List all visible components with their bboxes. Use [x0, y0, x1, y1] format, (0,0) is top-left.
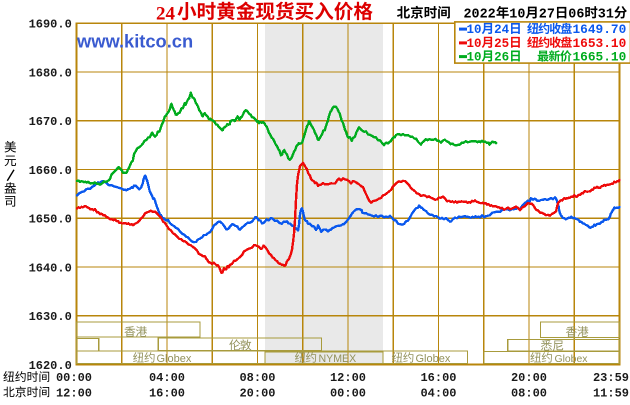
svg-text:04:00: 04:00	[149, 371, 185, 385]
svg-text:1653.10: 1653.10	[573, 36, 627, 51]
svg-text:1680.0: 1680.0	[29, 66, 72, 80]
svg-text:20:00: 20:00	[239, 386, 275, 400]
svg-text:1640.0: 1640.0	[29, 261, 72, 275]
svg-text:12:00: 12:00	[330, 371, 366, 385]
svg-text:1670.0: 1670.0	[29, 115, 72, 129]
svg-text:Globex: Globex	[416, 353, 451, 365]
svg-text:04:00: 04:00	[420, 386, 456, 400]
svg-text:10: 10	[467, 23, 482, 37]
svg-text:27: 27	[539, 7, 555, 22]
svg-text:23:59: 23:59	[593, 371, 629, 385]
svg-text:20:00: 20:00	[511, 371, 547, 385]
svg-text:25: 25	[494, 37, 509, 51]
svg-text:1660.0: 1660.0	[29, 164, 72, 178]
svg-text:1650.0: 1650.0	[29, 213, 72, 227]
svg-text:12:00: 12:00	[56, 386, 92, 400]
svg-text:11:59: 11:59	[593, 386, 629, 400]
svg-text:00:00: 00:00	[330, 386, 366, 400]
svg-text:2022: 2022	[464, 7, 496, 22]
svg-text:16:00: 16:00	[149, 386, 185, 400]
svg-text:1665.10: 1665.10	[573, 50, 627, 65]
svg-text:24: 24	[494, 23, 510, 37]
svg-text:1690.0: 1690.0	[29, 18, 72, 32]
svg-text:16:00: 16:00	[420, 371, 456, 385]
svg-text:1630.0: 1630.0	[29, 310, 72, 324]
svg-text:08:00: 08:00	[511, 386, 547, 400]
svg-text:26: 26	[494, 51, 509, 65]
svg-text:1620.0: 1620.0	[29, 359, 72, 373]
svg-text:Globex: Globex	[555, 354, 589, 365]
svg-text:NYMEX: NYMEX	[319, 353, 357, 365]
svg-text:Globex: Globex	[157, 353, 192, 365]
svg-text:10: 10	[467, 51, 482, 65]
svg-text:00:00: 00:00	[56, 371, 92, 385]
svg-text:31: 31	[598, 7, 614, 22]
svg-text:10: 10	[509, 7, 525, 22]
svg-text:www.kitco.cn: www.kitco.cn	[76, 30, 193, 51]
svg-text:1649.70: 1649.70	[573, 22, 627, 37]
svg-text:24: 24	[156, 3, 176, 24]
svg-text:10: 10	[467, 37, 482, 51]
svg-text:08:00: 08:00	[239, 371, 275, 385]
svg-text:06: 06	[568, 7, 584, 22]
